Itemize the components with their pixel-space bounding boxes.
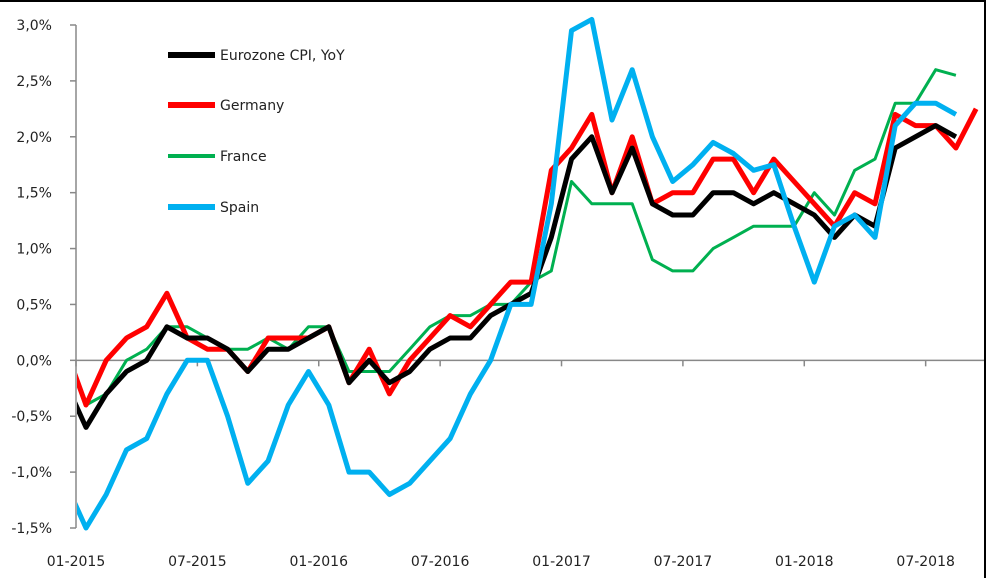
y-tick-label: 1,5% (16, 186, 52, 202)
legend-label: Eurozone CPI, YoY (220, 48, 345, 64)
series-line-spain (77, 16, 958, 531)
legend-label: France (220, 149, 267, 165)
x-tick-label: 01-2018 (775, 554, 834, 570)
x-tick-label: 01-2015 (47, 554, 106, 570)
x-tick-label: 01-2016 (290, 554, 349, 570)
series-line-germany (77, 107, 979, 408)
y-tick-label: -1,0% (11, 465, 52, 481)
y-tick-label: 3,0% (16, 18, 52, 34)
series-line-eurozone-cpi-yoy (77, 123, 958, 430)
legend-label: Spain (220, 200, 259, 216)
x-tick-label: 07-2016 (411, 554, 470, 570)
y-tick-label: 2,0% (16, 130, 52, 146)
y-tick-label: -1,5% (11, 521, 52, 537)
y-tick-label: 0,0% (16, 353, 52, 369)
legend-label: Germany (220, 98, 284, 114)
x-tick-label: 07-2017 (654, 554, 713, 570)
y-tick-label: 0,5% (16, 297, 52, 313)
x-tick-label: 07-2015 (168, 554, 227, 570)
y-tick-label: 1,0% (16, 242, 52, 258)
series-line-france (77, 68, 957, 407)
y-tick-label: -0,5% (11, 409, 52, 425)
y-tick-label: 2,5% (16, 74, 52, 90)
x-tick-label: 07-2018 (896, 554, 955, 570)
x-tick-label: 01-2017 (532, 554, 591, 570)
